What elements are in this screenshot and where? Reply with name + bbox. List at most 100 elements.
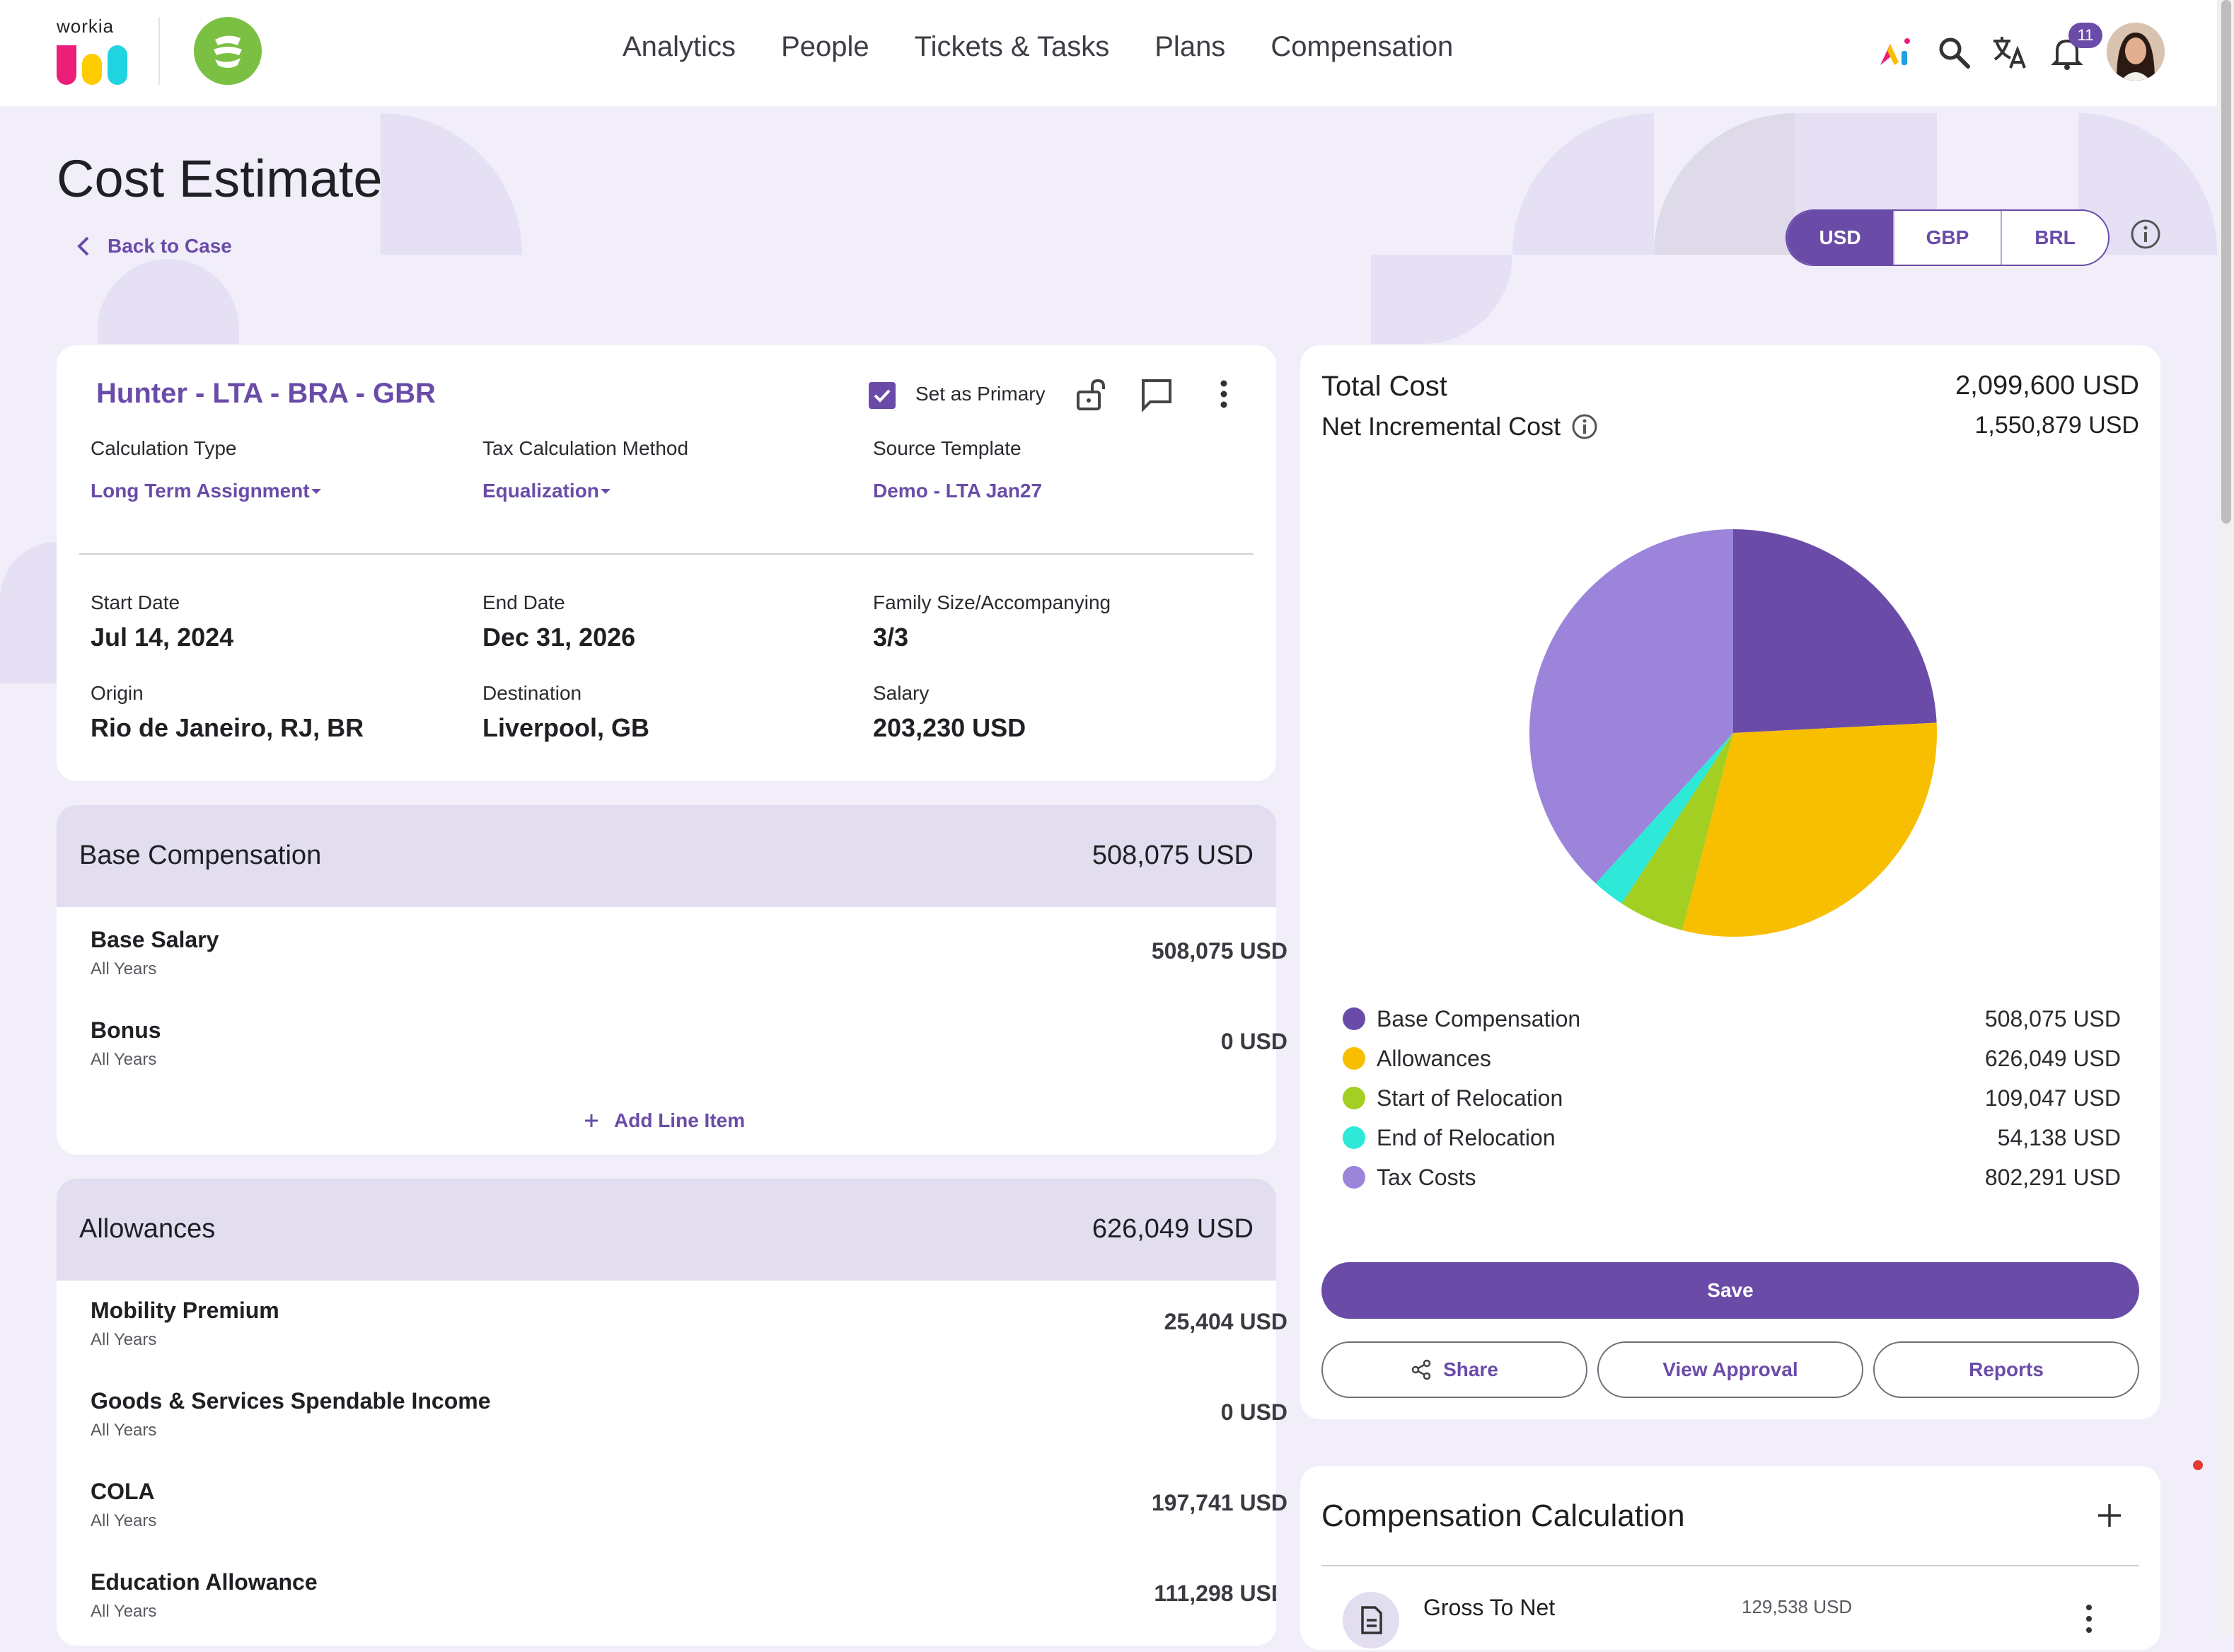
line-item-amount: 111,298 USD <box>1154 1581 1276 1606</box>
estimate-name[interactable]: Hunter - LTA - BRA - GBR <box>96 378 436 409</box>
destination-label: Destination <box>482 682 582 704</box>
comment-icon[interactable] <box>1139 376 1174 412</box>
legend-swatch <box>1343 1087 1365 1109</box>
origin-label: Origin <box>91 682 144 704</box>
source-template-link[interactable]: Demo - LTA Jan27 <box>873 480 1043 502</box>
compensation-calculation-title: Compensation Calculation <box>1321 1498 1685 1533</box>
pie-slice-start-of-relocation[interactable] <box>1621 733 1733 930</box>
base-compensation-total: 508,075 USD <box>1092 841 1254 870</box>
client-logo-icon[interactable] <box>194 17 262 85</box>
legend-value: 802,291 USD <box>1984 1164 2121 1190</box>
legend-item: Allowances 626,049 USD <box>1343 1039 2121 1078</box>
table-row[interactable]: Base Salary All Years 508,075 USD <box>57 920 1287 1005</box>
more-vertical-icon[interactable] <box>2078 1603 2100 1634</box>
pie-slice-base-compensation[interactable] <box>1733 529 1937 733</box>
back-to-case-label: Back to Case <box>108 235 232 257</box>
table-row[interactable]: Goods & Services Spendable Income All Ye… <box>57 1381 1287 1466</box>
legend-item: Start of Relocation 109,047 USD <box>1343 1078 2121 1118</box>
bell-icon[interactable] <box>2047 33 2087 72</box>
calc-type-dropdown[interactable]: Long Term Assignment <box>91 480 323 502</box>
scrollbar-thumb[interactable] <box>2221 0 2231 524</box>
legend-swatch <box>1343 1166 1365 1189</box>
save-button[interactable]: Save <box>1321 1262 2139 1319</box>
search-icon[interactable] <box>1934 33 1974 72</box>
legend-label: Start of Relocation <box>1377 1085 1563 1111</box>
legend-label: Base Compensation <box>1377 1005 1581 1032</box>
reports-button[interactable]: Reports <box>1873 1341 2139 1398</box>
legend-value: 109,047 USD <box>1984 1085 2121 1111</box>
allowances-header[interactable] <box>57 1179 1276 1281</box>
net-incremental-cost: Net Incremental Cost <box>1321 412 1599 441</box>
table-row[interactable]: Bonus All Years 0 USD <box>57 1010 1287 1095</box>
nav-plans[interactable]: Plans <box>1154 31 1226 62</box>
nav-compensation[interactable]: Compensation <box>1271 31 1454 62</box>
currency-usd[interactable]: USD <box>1787 211 1894 265</box>
decoration-shape <box>0 542 57 683</box>
more-vertical-icon[interactable] <box>1211 378 1237 410</box>
tax-method-dropdown[interactable]: Equalization <box>482 480 612 502</box>
salary-label: Salary <box>873 682 930 704</box>
pie-slice-allowances[interactable] <box>1682 722 1937 937</box>
nav-analytics[interactable]: Analytics <box>623 31 736 62</box>
share-button[interactable]: Share <box>1321 1341 1587 1398</box>
top-bar <box>0 0 2217 106</box>
allowances-title: Allowances <box>79 1214 216 1244</box>
family-size-label: Family Size/Accompanying <box>873 591 1111 613</box>
pie-slice-tax-costs[interactable] <box>1529 529 1733 884</box>
line-item-amount: 0 USD <box>1220 1029 1287 1054</box>
total-cost-value: 2,099,600 USD <box>1955 371 2139 400</box>
legend-swatch <box>1343 1047 1365 1070</box>
set-primary-checkbox[interactable] <box>869 382 896 409</box>
decoration-shape <box>98 259 239 344</box>
user-avatar[interactable] <box>2107 23 2165 81</box>
calc-item-amount: 129,538 USD <box>1742 1596 1853 1617</box>
base-compensation-title: Base Compensation <box>79 841 322 870</box>
end-date-label: End Date <box>482 591 565 613</box>
view-approval-button[interactable]: View Approval <box>1597 1341 1863 1398</box>
pie-slice-end-of-relocation[interactable] <box>1595 733 1733 904</box>
legend-value: 626,049 USD <box>1984 1045 2121 1071</box>
calc-item-name[interactable]: Gross To Net <box>1423 1595 1556 1620</box>
estimate-details-card <box>57 345 1276 781</box>
net-incremental-label: Net Incremental Cost <box>1321 412 1561 441</box>
table-row[interactable]: Mobility Premium All Years 25,404 USD <box>57 1290 1287 1375</box>
status-dot <box>2193 1460 2203 1470</box>
base-compensation-header[interactable] <box>57 805 1276 907</box>
total-cost-label: Total Cost <box>1321 371 1447 402</box>
line-item-amount: 25,404 USD <box>1164 1309 1287 1334</box>
notification-badge: 11 <box>2068 23 2102 48</box>
document-icon <box>1361 1606 1382 1634</box>
nav-tickets-tasks[interactable]: Tickets & Tasks <box>914 31 1110 62</box>
add-line-item-button[interactable]: Add Line Item <box>583 1109 745 1132</box>
translate-icon[interactable] <box>1989 33 2029 72</box>
calc-type-label: Calculation Type <box>91 437 237 459</box>
info-icon[interactable] <box>1570 412 1599 441</box>
destination-value: Liverpool, GB <box>482 713 650 742</box>
line-item-period: All Years <box>91 1421 157 1440</box>
nav-people[interactable]: People <box>781 31 869 62</box>
page-title: Cost Estimate <box>57 149 383 208</box>
workia-logo-icon[interactable] <box>57 40 127 85</box>
decoration-shape <box>1512 113 1654 255</box>
plus-icon[interactable] <box>2095 1501 2124 1530</box>
unlock-icon[interactable] <box>1072 376 1108 412</box>
line-item-amount: 0 USD <box>1220 1399 1287 1425</box>
legend-swatch <box>1343 1126 1365 1149</box>
legend-item: Base Compensation 508,075 USD <box>1343 999 2121 1039</box>
currency-brl[interactable]: BRL <box>2035 226 2076 248</box>
start-date-label: Start Date <box>91 591 180 613</box>
info-icon[interactable] <box>2129 218 2162 250</box>
currency-gbp[interactable]: GBP <box>1894 211 2002 265</box>
table-row[interactable]: Education Allowance All Years 111,298 US… <box>57 1562 1276 1634</box>
start-date-value: Jul 14, 2024 <box>91 623 234 652</box>
end-date-value: Dec 31, 2026 <box>482 623 636 652</box>
document-avatar <box>1343 1592 1399 1648</box>
legend-item: End of Relocation 54,138 USD <box>1343 1118 2121 1157</box>
line-item-period: All Years <box>91 959 157 978</box>
decoration-shape <box>381 113 522 255</box>
back-to-case-link[interactable]: Back to Case <box>75 235 232 258</box>
ai-icon[interactable] <box>1876 33 1916 72</box>
compensation-calculation-card <box>1300 1466 2160 1650</box>
legend-value: 508,075 USD <box>1984 1005 2121 1032</box>
table-row[interactable]: COLA All Years 197,741 USD <box>57 1472 1287 1556</box>
